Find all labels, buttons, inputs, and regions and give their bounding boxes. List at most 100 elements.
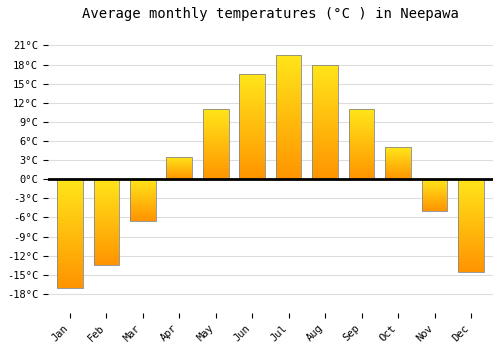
Bar <box>312 106 338 108</box>
Bar <box>130 190 156 191</box>
Bar <box>57 280 82 282</box>
Bar <box>276 132 301 134</box>
Bar <box>458 238 484 239</box>
Bar <box>276 148 301 150</box>
Bar <box>57 224 82 226</box>
Bar <box>94 221 119 222</box>
Bar <box>130 192 156 193</box>
Bar <box>166 175 192 176</box>
Bar <box>94 225 119 226</box>
Bar <box>276 140 301 142</box>
Bar <box>458 219 484 221</box>
Bar <box>57 212 82 214</box>
Bar <box>276 134 301 136</box>
Bar <box>312 143 338 145</box>
Bar <box>130 183 156 184</box>
Bar <box>276 136 301 138</box>
Bar <box>422 195 448 196</box>
Bar <box>240 95 265 97</box>
Bar <box>203 143 228 144</box>
Bar <box>203 156 228 157</box>
Bar <box>458 259 484 261</box>
Bar <box>203 161 228 162</box>
Bar <box>458 221 484 222</box>
Bar <box>240 88 265 90</box>
Bar <box>203 171 228 172</box>
Bar <box>422 187 448 188</box>
Bar <box>57 215 82 217</box>
Bar <box>422 208 448 209</box>
Bar <box>422 196 448 197</box>
Bar <box>57 251 82 253</box>
Bar <box>276 71 301 74</box>
Bar <box>422 182 448 183</box>
Bar <box>130 207 156 208</box>
Bar <box>130 186 156 187</box>
Bar <box>458 193 484 195</box>
Bar <box>240 128 265 130</box>
Bar <box>57 271 82 273</box>
Bar <box>94 241 119 242</box>
Bar <box>458 184 484 186</box>
Bar <box>130 209 156 210</box>
Bar <box>276 173 301 175</box>
Bar <box>57 266 82 268</box>
Bar <box>203 128 228 129</box>
Bar <box>458 252 484 253</box>
Bar <box>240 144 265 146</box>
Bar <box>458 261 484 262</box>
Bar <box>386 175 411 176</box>
Bar <box>349 142 374 143</box>
Bar <box>166 178 192 179</box>
Bar <box>349 131 374 132</box>
Bar <box>422 201 448 202</box>
Bar <box>349 138 374 140</box>
Bar <box>57 201 82 203</box>
Bar <box>57 221 82 223</box>
Bar <box>130 179 156 180</box>
Bar <box>240 137 265 139</box>
Bar <box>240 162 265 163</box>
Bar <box>240 100 265 102</box>
Bar <box>57 259 82 260</box>
Bar <box>94 244 119 245</box>
Bar <box>349 155 374 156</box>
Bar <box>94 204 119 205</box>
Bar <box>422 188 448 189</box>
Bar <box>203 165 228 166</box>
Bar <box>458 232 484 233</box>
Bar <box>94 201 119 202</box>
Bar <box>349 158 374 159</box>
Bar <box>458 227 484 229</box>
Bar <box>240 158 265 160</box>
Bar <box>240 132 265 134</box>
Bar <box>312 174 338 175</box>
Bar <box>386 161 411 162</box>
Bar <box>276 100 301 103</box>
Bar <box>240 121 265 123</box>
Bar <box>312 64 338 67</box>
Bar <box>312 164 338 166</box>
Bar <box>240 81 265 83</box>
Bar <box>458 250 484 252</box>
Title: Average monthly temperatures (°C ) in Neepawa: Average monthly temperatures (°C ) in Ne… <box>82 7 459 21</box>
Bar <box>166 176 192 177</box>
Bar <box>386 151 411 152</box>
Bar <box>130 206 156 207</box>
Bar <box>458 213 484 215</box>
Bar <box>57 277 82 279</box>
Bar <box>57 190 82 192</box>
Bar <box>166 171 192 172</box>
Bar <box>458 210 484 211</box>
Bar <box>312 124 338 126</box>
Bar <box>349 117 374 118</box>
Bar <box>386 159 411 160</box>
Bar <box>349 136 374 137</box>
Bar <box>276 127 301 130</box>
Bar <box>458 270 484 272</box>
Bar <box>276 84 301 86</box>
Bar <box>203 147 228 148</box>
Bar <box>276 167 301 169</box>
Bar <box>458 216 484 218</box>
Bar <box>276 169 301 171</box>
